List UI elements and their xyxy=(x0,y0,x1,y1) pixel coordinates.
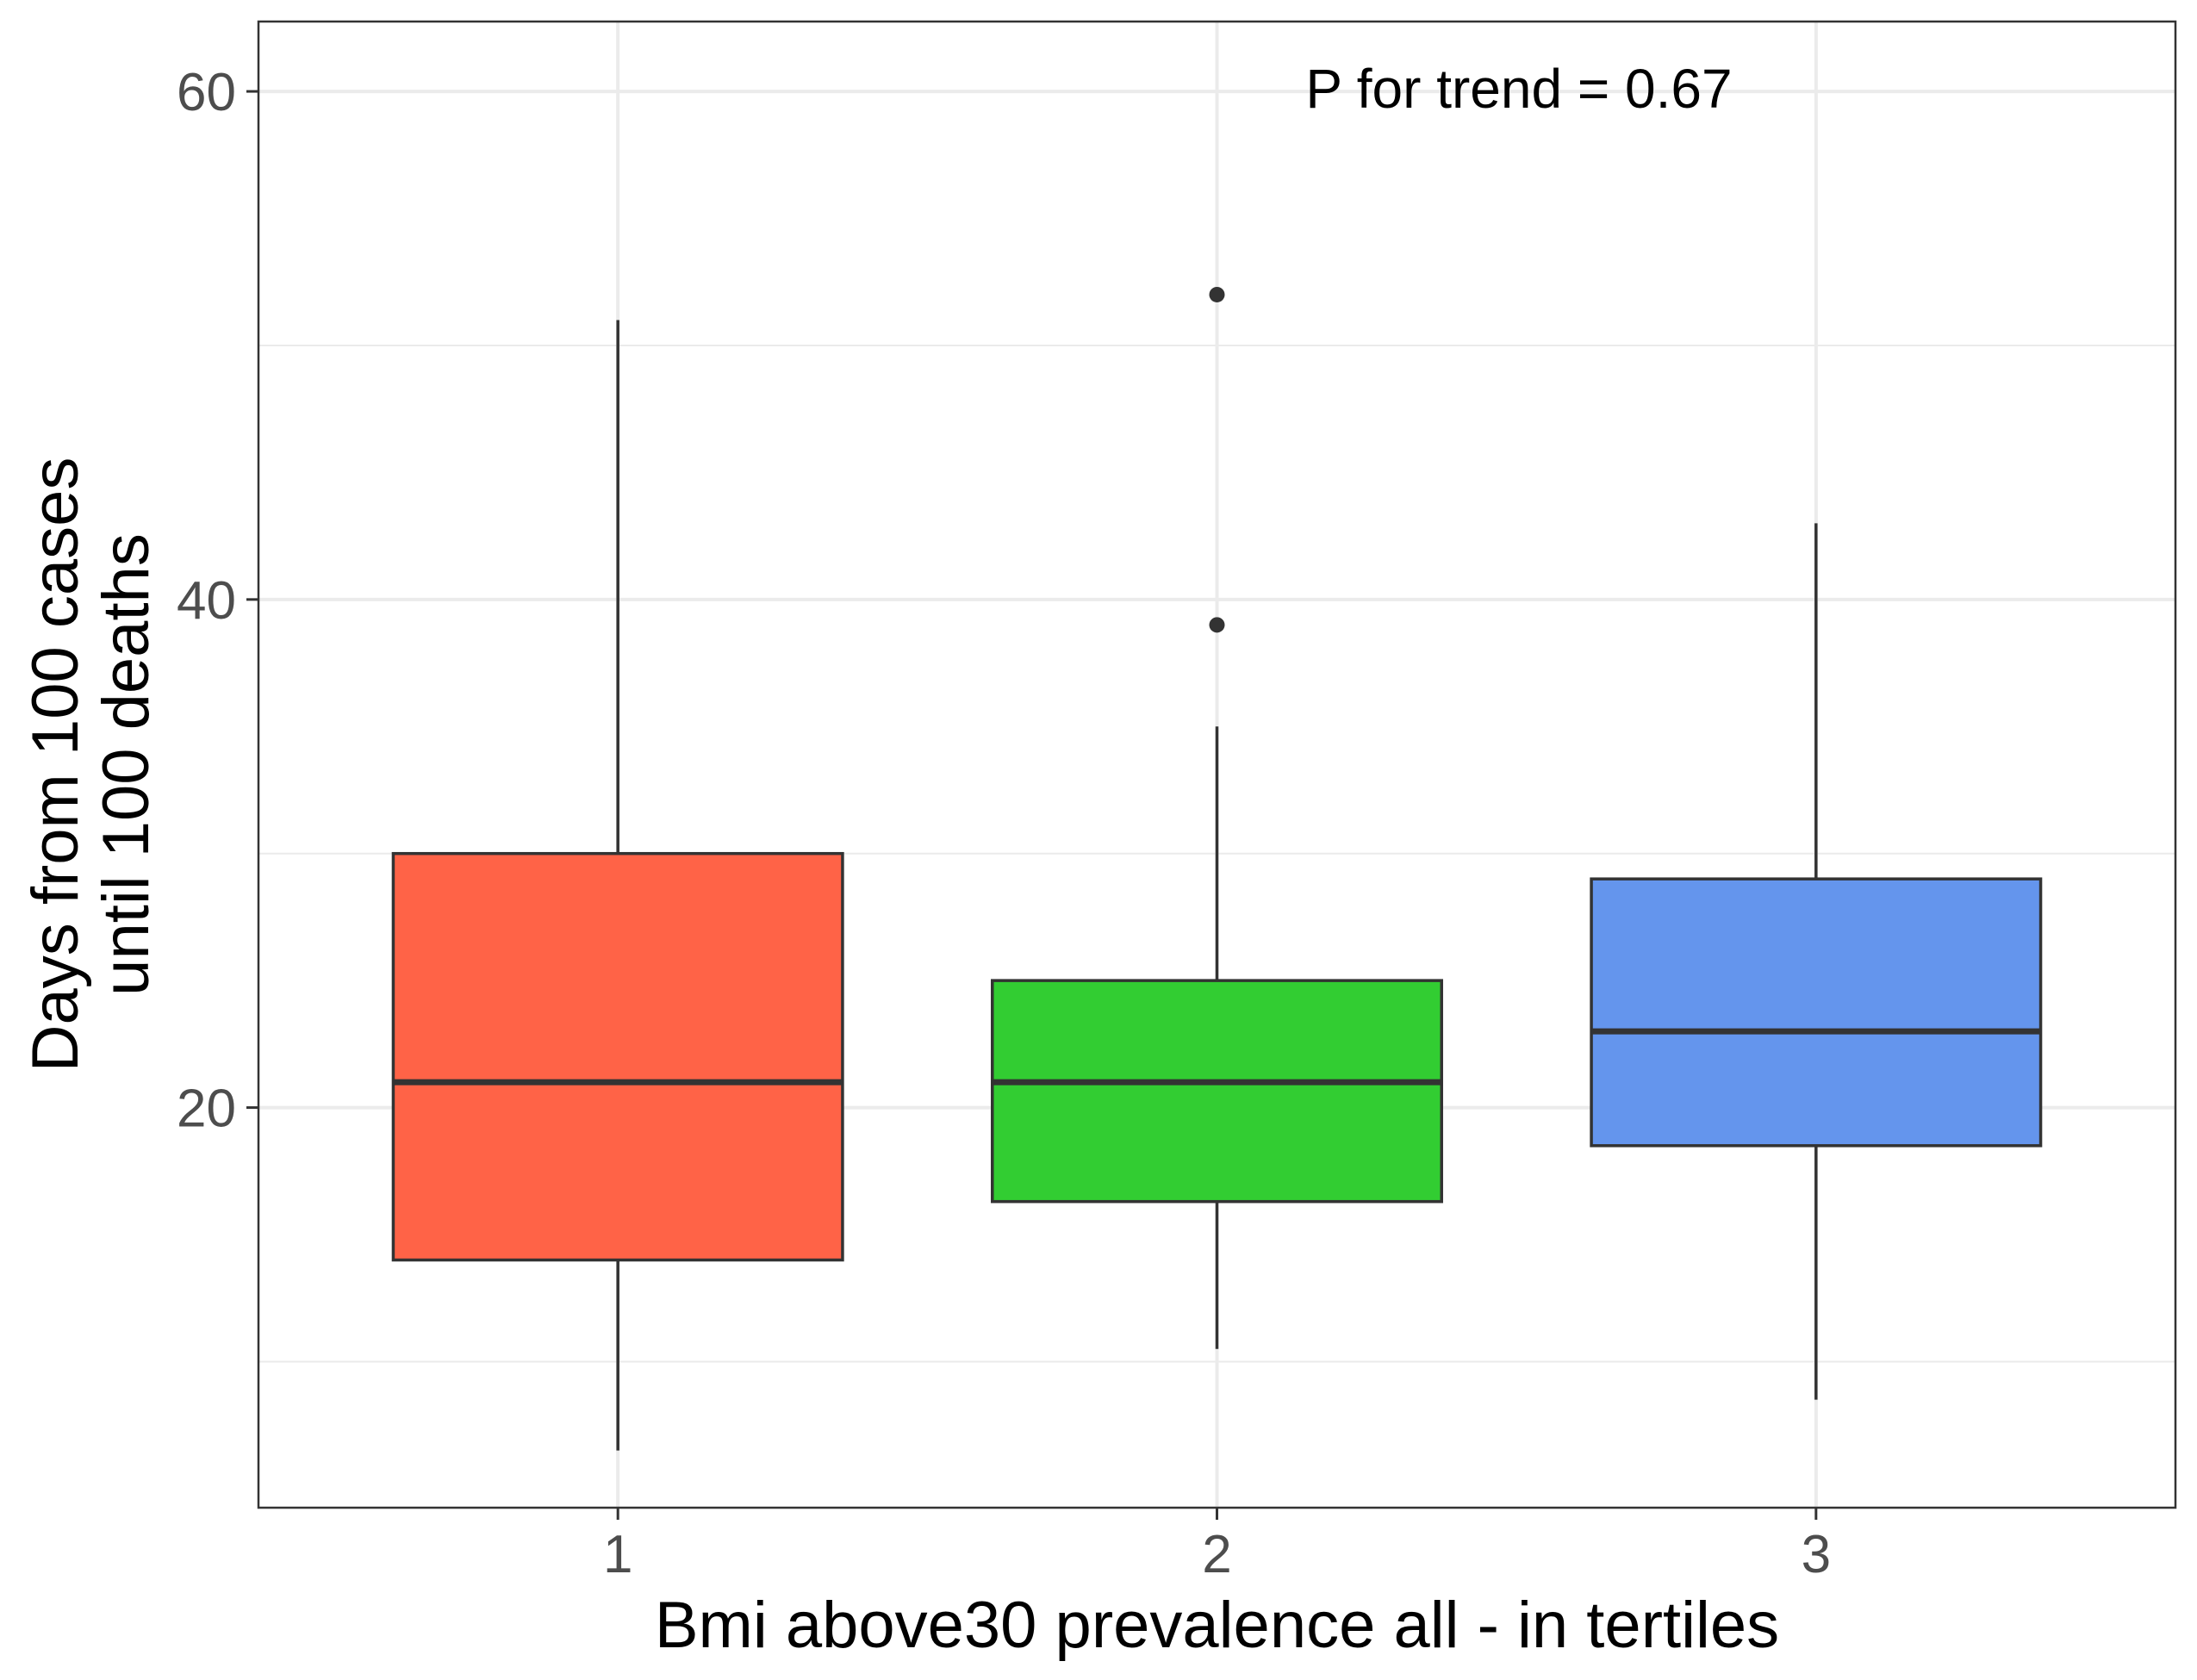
box-group-2 xyxy=(991,286,1443,1349)
axis-layer: 20 40 60 1 2 3 xyxy=(177,63,1831,1584)
y-tick-label-20: 20 xyxy=(177,1080,236,1139)
box-group-3 xyxy=(1590,523,2043,1400)
p-trend-annotation: P for trend = 0.67 xyxy=(1305,58,1732,120)
box-group-1 xyxy=(391,320,844,1451)
box-layer xyxy=(391,286,2043,1451)
x-tick-label-3: 3 xyxy=(1802,1525,1831,1584)
y-axis-title-line-1: Days from 100 cases xyxy=(19,457,92,1073)
x-tick-label-2: 2 xyxy=(1202,1525,1231,1584)
outlier-point-2-0 xyxy=(1209,617,1225,633)
y-tick-label-60: 60 xyxy=(177,63,236,122)
box-1 xyxy=(391,851,844,1262)
outlier-point-2-1 xyxy=(1209,286,1225,302)
x-tick-label-1: 1 xyxy=(603,1525,632,1584)
x-axis-title: Bmi above30 prevalence all - in tertiles xyxy=(655,1589,1779,1662)
box-3 xyxy=(1590,877,2043,1148)
y-axis-title-line-2: until 100 deaths xyxy=(90,533,163,996)
y-tick-label-40: 40 xyxy=(177,571,236,631)
box-2 xyxy=(991,979,1443,1204)
